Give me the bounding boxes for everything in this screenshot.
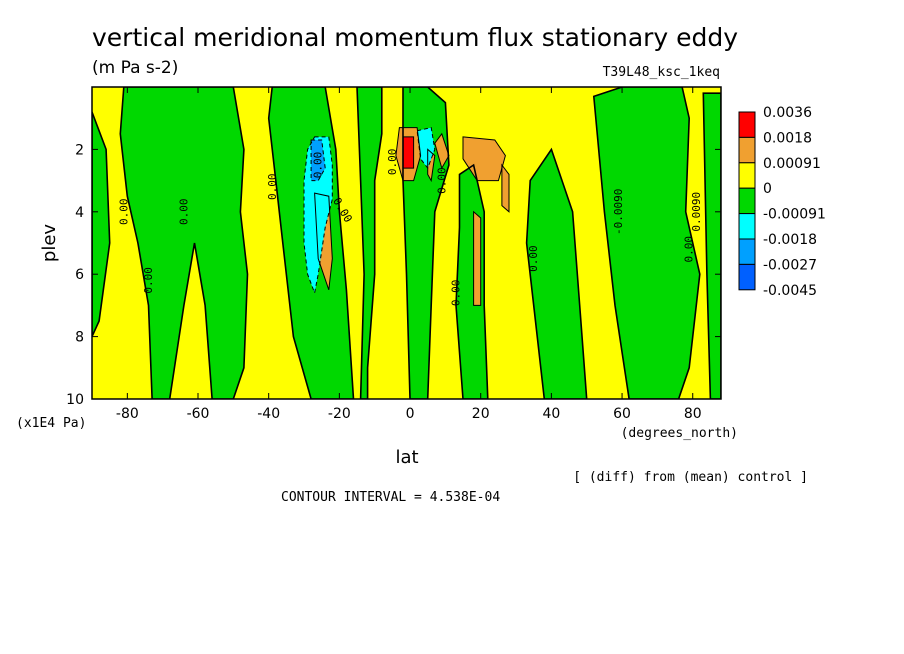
colorbar-label: 0: [763, 181, 772, 197]
x-tick-label: -20: [328, 406, 351, 422]
y-tick-label: 6: [75, 267, 84, 283]
colorbar-swatch: [738, 111, 756, 138]
x-tick-label: -40: [257, 406, 280, 422]
contour-label: 0.0090: [690, 192, 703, 232]
contour-label: 0.00: [142, 267, 155, 294]
contour-region: [593, 87, 700, 399]
contour-region: [526, 149, 587, 399]
contour-region: [501, 165, 509, 212]
contour-label: 0.00: [386, 149, 399, 176]
contour-line: [92, 111, 111, 337]
colorbar-swatch: [738, 162, 756, 189]
contour-label: 0.00: [177, 199, 190, 226]
diff-note: [ (diff) from (mean) control ]: [573, 470, 808, 485]
colorbar-label: 0.0018: [763, 130, 812, 146]
x-tick-label: -60: [187, 406, 210, 422]
contour-line: [434, 132, 450, 170]
y-tick-label: 10: [66, 392, 84, 408]
contour-line: [310, 139, 326, 182]
colorbar-label: -0.0018: [763, 232, 817, 248]
y-axis-label: plev: [39, 224, 60, 263]
contour-line: [501, 163, 510, 213]
contour-line: [402, 136, 415, 169]
colorbar-label: 0.0036: [763, 105, 812, 121]
contour-label: 0.00: [117, 199, 130, 226]
contour-label: 0.00: [450, 280, 463, 307]
colorbar-swatch: [738, 136, 756, 164]
contour-line: [702, 92, 721, 399]
contour-interval: CONTOUR INTERVAL = 4.538E-04: [281, 490, 500, 505]
contour-label: 0.00: [683, 236, 696, 263]
x-tick-label: 40: [542, 406, 560, 422]
contour-region: [473, 211, 481, 306]
contour-region: [311, 140, 326, 181]
contour-line: [525, 147, 588, 399]
contour-region: [703, 93, 721, 399]
experiment-label: T39L48_ksc_1keq: [603, 65, 720, 80]
colorbar-label: 0.00091: [763, 156, 821, 172]
contour-line: [314, 192, 333, 290]
contour-region: [403, 136, 414, 169]
contour-line: [356, 87, 383, 399]
contour-line: [119, 87, 249, 399]
plot-frame: [91, 86, 722, 400]
colorbar-label: -0.0027: [763, 257, 817, 273]
contour-label: 0.00: [435, 167, 448, 194]
contour-line: [427, 148, 436, 183]
chart-units: (m Pa s-2): [92, 58, 178, 78]
colorbar-swatch: [738, 187, 756, 215]
y-tick-label: 2: [75, 142, 84, 158]
contour-line: [416, 126, 436, 170]
y-tick-label: 8: [75, 330, 84, 346]
colorbar-label: -0.0045: [763, 283, 817, 299]
contour-label: -0.0090: [612, 189, 625, 235]
x-tick-label: 20: [472, 406, 490, 422]
x-tick-label: 60: [613, 406, 631, 422]
colorbar-label: -0.00091: [763, 207, 826, 223]
contour-region: [417, 127, 435, 169]
colorbar: 0.0036 0.0018 0.00091 0 -0.00091 -0.0018 -0.00…: [738, 105, 826, 299]
contour-line: [592, 87, 701, 399]
contour-region: [92, 112, 110, 337]
contour-label: 0.00: [266, 174, 279, 201]
contour-line: [395, 127, 422, 182]
colorbar-swatch: [738, 213, 756, 240]
plot-area: [92, 87, 721, 399]
contour-label: 0.00: [527, 245, 540, 272]
contour-line: [462, 136, 506, 182]
x-tick-label: 0: [406, 406, 415, 422]
x-axis: -80 -60 -40 -20 0 20 40 60 80: [116, 87, 702, 422]
x-tick-label: -80: [116, 406, 139, 422]
contour-region: [463, 136, 506, 181]
contour-label: 0.00: [312, 152, 325, 179]
y-axis-units: (x1E4 Pa): [16, 416, 86, 431]
contour-line: [402, 87, 450, 399]
contour-line: [473, 210, 482, 306]
contour-labels: 0.00 0.00 0.00 0.00 0.00 0.00 0.00 0.00 0.00 -0.0…: [117, 149, 703, 307]
x-tick-label: 80: [684, 406, 702, 422]
contour-region: [120, 87, 248, 399]
contour-lines: [92, 87, 721, 399]
contour-line: [267, 87, 355, 399]
contour-line: [303, 136, 333, 295]
x-axis-units: (degrees_north): [621, 426, 738, 441]
colorbar-swatch: [738, 238, 756, 265]
x-axis-label: lat: [395, 447, 418, 468]
colorbar-swatch: [738, 263, 756, 291]
contour-region: [434, 133, 449, 169]
y-axis: 2 4 6 8 10: [66, 142, 721, 408]
y-tick-label: 4: [75, 205, 84, 221]
chart-title: vertical meridional momentum flux statio…: [92, 23, 738, 52]
